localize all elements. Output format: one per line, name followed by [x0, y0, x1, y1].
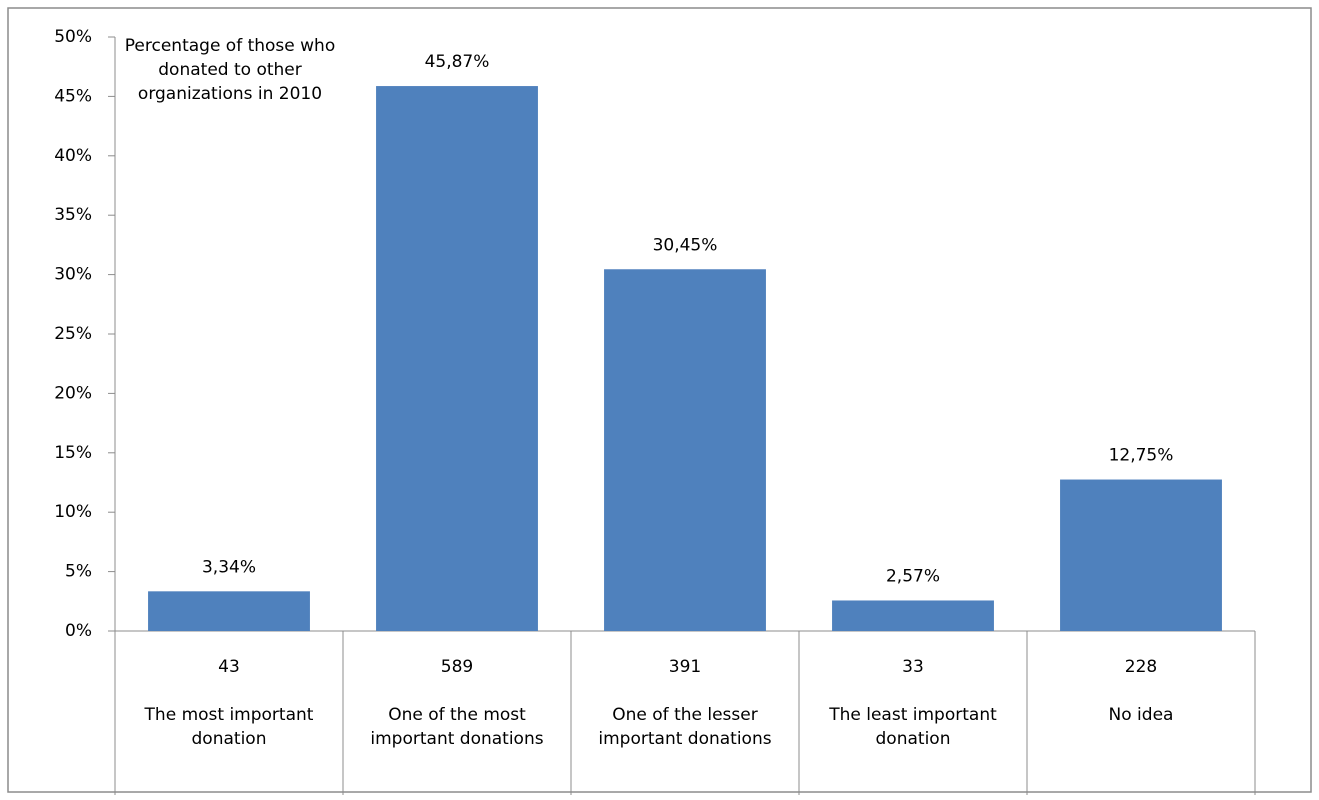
y-tick-label: 0% [65, 621, 92, 641]
annotation: Percentage of those who donated to other… [124, 36, 336, 104]
y-tick-label: 5% [65, 562, 92, 582]
y-tick-label: 40% [54, 146, 92, 166]
bar [604, 269, 766, 631]
y-tick-label: 50% [54, 27, 92, 47]
y-tick-label: 20% [54, 383, 92, 403]
value-label: 2,57% [886, 566, 940, 586]
y-tick-label: 25% [54, 324, 92, 344]
y-tick-label: 30% [54, 265, 92, 285]
value-label: 45,87% [425, 52, 490, 72]
bar [148, 591, 310, 631]
x-tick-label: No idea [1108, 705, 1174, 725]
value-label: 30,45% [653, 235, 718, 255]
chart-frame [7, 7, 1312, 793]
bar [376, 86, 538, 632]
value-label: 3,34% [202, 557, 256, 577]
bar [1060, 479, 1222, 631]
count-label: 228 [1125, 657, 1157, 677]
x-tick-label: One of the most important donations [370, 705, 544, 749]
y-tick-label: 45% [54, 86, 92, 106]
count-label: 589 [441, 657, 473, 677]
y-tick-label: 10% [54, 502, 92, 522]
value-label: 12,75% [1109, 446, 1174, 466]
y-tick-label: 15% [54, 443, 92, 463]
count-label: 391 [669, 657, 701, 677]
count-label: 43 [218, 657, 240, 677]
x-tick-label: One of the lesser important donations [598, 705, 772, 749]
x-tick-label: The least important donation [829, 705, 997, 749]
y-tick-label: 35% [54, 205, 92, 225]
bar [832, 600, 994, 631]
count-label: 33 [902, 657, 924, 677]
x-tick-label: The most important donation [144, 705, 314, 749]
